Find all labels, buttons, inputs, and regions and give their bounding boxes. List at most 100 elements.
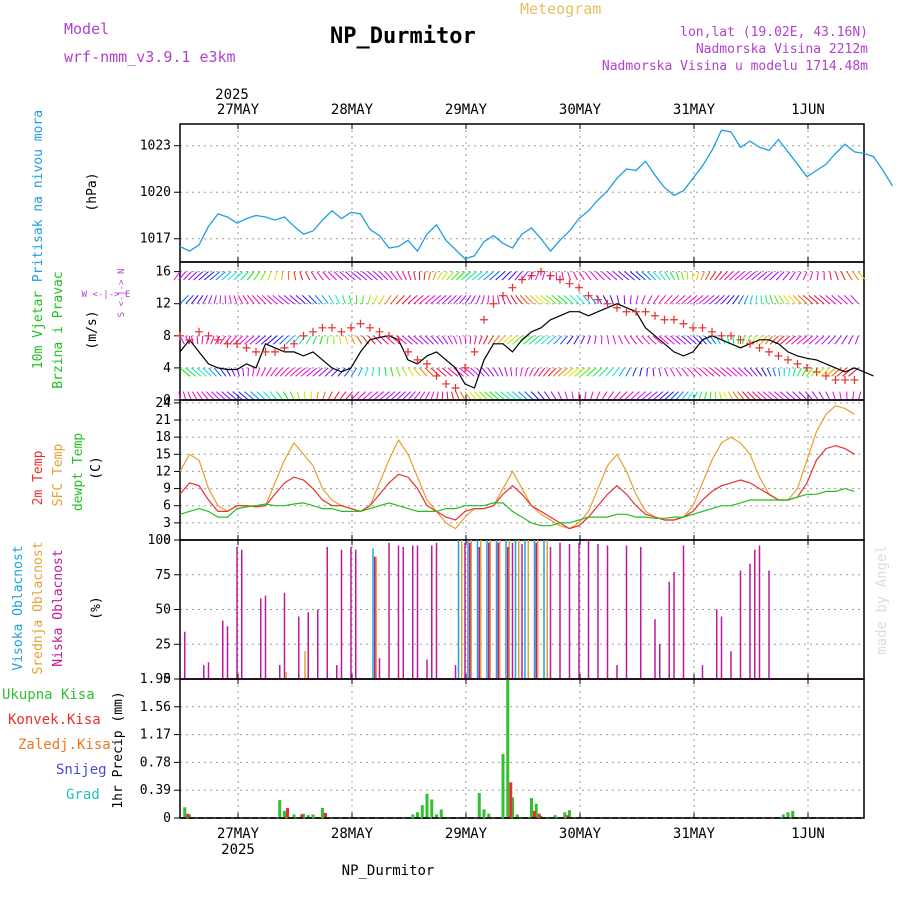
- wind-barb: [811, 391, 819, 401]
- wind-barb: [367, 391, 379, 401]
- wind-barb: [178, 391, 181, 401]
- top-day-label: 27MAY: [217, 102, 260, 118]
- gust-marker: [233, 339, 241, 348]
- wind-barb: [760, 367, 767, 377]
- bottom-day-label: 28MAY: [331, 826, 374, 842]
- wind-barb: [238, 335, 249, 345]
- wind-barb: [407, 391, 416, 401]
- wind-barb: [746, 391, 757, 401]
- wind-barb: [276, 391, 284, 401]
- wind-barb: [238, 391, 249, 401]
- wind-barb: [595, 391, 601, 401]
- gust-marker: [727, 331, 735, 340]
- wind-barb: [816, 271, 819, 281]
- wind-barb: [589, 391, 594, 401]
- wind-barb: [464, 367, 475, 377]
- gust-marker: [850, 375, 859, 384]
- wind-barb: [191, 295, 199, 305]
- wind-barb: [557, 367, 568, 377]
- wind-barb: [598, 367, 608, 377]
- wind-barb: [580, 367, 591, 377]
- gust-marker: [375, 327, 384, 336]
- wind-barb: [618, 335, 624, 345]
- y-tick-label: 1.95: [140, 672, 171, 687]
- wind-barb: [732, 295, 740, 305]
- wind-barb: [228, 295, 232, 304]
- wind-barb: [510, 295, 517, 304]
- precip-bar: [183, 807, 187, 818]
- wind-barb: [489, 271, 500, 281]
- wind-barb: [796, 367, 802, 377]
- y-tick-label: 1020: [140, 185, 171, 200]
- wind-barb: [474, 335, 477, 345]
- wind-barb: [384, 295, 392, 305]
- wind-barb: [179, 367, 191, 377]
- wind-barb: [681, 367, 689, 377]
- wind-barb: [224, 295, 227, 304]
- wind-direction-legend-ns: S <-|-> N: [117, 269, 127, 318]
- wind-barb: [316, 391, 319, 401]
- bottom-day-label: 31MAY: [673, 826, 716, 842]
- wind-barb: [681, 391, 689, 401]
- wind-barb: [367, 271, 378, 281]
- wind-barb: [573, 335, 580, 345]
- wind-barb: [285, 335, 295, 345]
- wind-barb: [464, 391, 472, 401]
- wind-barb: [698, 391, 703, 401]
- wind-barb: [607, 335, 610, 345]
- wind-barb: [669, 391, 679, 401]
- gust-marker: [214, 335, 222, 344]
- wind-barb: [601, 391, 608, 401]
- wind-barb: [379, 391, 390, 401]
- wind-barb: [208, 295, 213, 304]
- wind-barb: [769, 335, 779, 345]
- wind-barb: [757, 271, 768, 281]
- wind-barb: [664, 335, 675, 345]
- wind-barb: [178, 271, 187, 281]
- wind-barb: [477, 271, 489, 281]
- wind-barb: [675, 391, 684, 401]
- wind-barb: [249, 335, 261, 345]
- wind-barb: [813, 294, 825, 305]
- wind-barb: [335, 295, 341, 304]
- wind-barb: [179, 335, 185, 345]
- y-tick-label: 0: [163, 811, 171, 826]
- gust-marker: [831, 375, 840, 384]
- wind-barb: [419, 294, 430, 305]
- gust-marker: [518, 275, 526, 284]
- wind-barb: [469, 335, 472, 345]
- wind-barb: [572, 271, 578, 281]
- wind-barb: [430, 367, 441, 377]
- precip-bar: [188, 814, 191, 818]
- wind-barb: [797, 294, 808, 305]
- wind-barb: [839, 391, 842, 401]
- wind-barb: [447, 294, 457, 305]
- y-tick-label: 0: [163, 393, 171, 408]
- wind-barb: [407, 335, 419, 345]
- precip-bar: [509, 782, 513, 818]
- top-day-label: 31MAY: [673, 102, 716, 118]
- wind-barb: [705, 271, 711, 281]
- wind-title2: Brzina i Pravac: [51, 271, 66, 388]
- y-tick-label: 9: [163, 482, 171, 497]
- precip-bar: [302, 813, 305, 818]
- gust-marker: [385, 331, 393, 340]
- wind-barb: [396, 391, 406, 401]
- wind-barb: [520, 367, 523, 377]
- gust-marker: [404, 347, 412, 356]
- wind-barb: [692, 294, 704, 305]
- wind-barb: [749, 367, 758, 377]
- wind-barb: [492, 335, 500, 345]
- wind-barb: [384, 335, 395, 345]
- precip-bar: [791, 810, 795, 818]
- wind-barb: [474, 391, 483, 401]
- wind-barb: [413, 271, 416, 281]
- y-tick-label: 16: [155, 265, 171, 280]
- wind-barb: [453, 335, 458, 345]
- wind-barb: [250, 391, 261, 401]
- wind-barb: [201, 391, 209, 401]
- wind-barb: [783, 295, 791, 305]
- temp-title-dewpt: dewpt Temp: [71, 433, 86, 511]
- precip-bar: [321, 808, 324, 818]
- wind-barb: [279, 367, 289, 377]
